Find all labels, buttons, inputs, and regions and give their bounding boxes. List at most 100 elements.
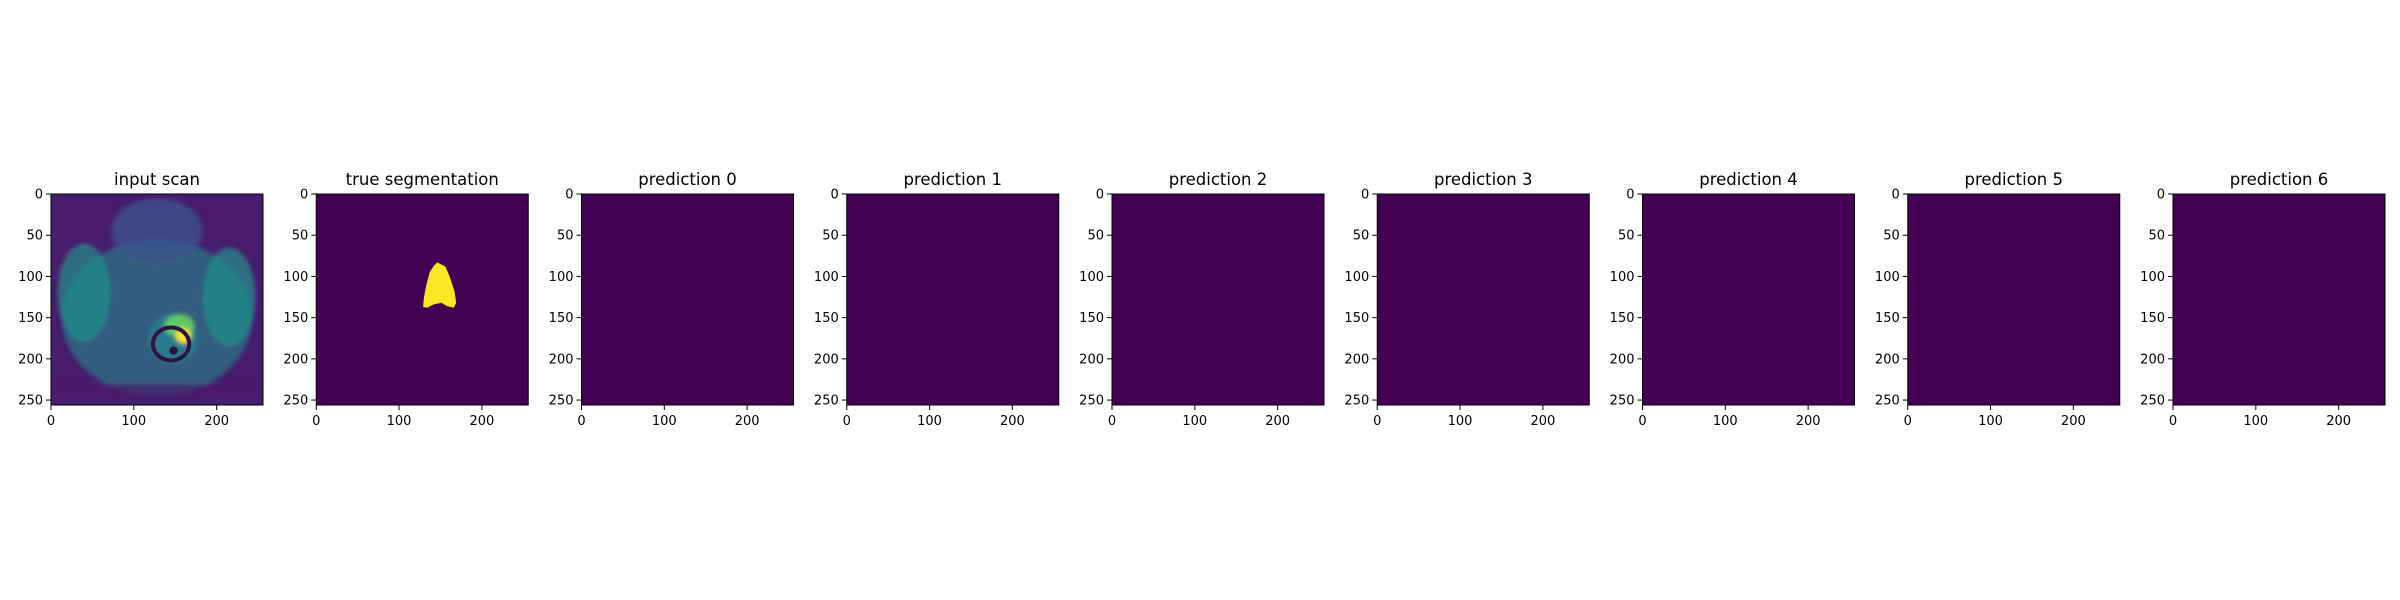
panel-prediction-4: prediction 4 0 100 200 0 50 100 150 200 250 — [1610, 170, 1855, 429]
y-tick-label: 100 — [18, 270, 43, 285]
y-tick-label: 0 — [1891, 188, 1899, 203]
panel-title: prediction 5 — [1964, 170, 2063, 189]
y-tick-label: 200 — [1610, 352, 1635, 367]
image-background — [316, 194, 529, 405]
panel-prediction-2: prediction 2 0 100 200 0 50 100 150 200 250 — [1079, 170, 1325, 429]
y-tick-label: 150 — [814, 311, 839, 326]
y-tick-label: 250 — [283, 394, 308, 409]
y-tick-label: 150 — [549, 311, 574, 326]
x-tick-label: 100 — [387, 414, 412, 429]
y-tick-label: 100 — [283, 270, 308, 285]
y-tick-label: 100 — [549, 270, 574, 285]
y-tick-label: 200 — [283, 352, 308, 367]
x-tick-label: 200 — [2326, 414, 2351, 429]
y-tick-label: 200 — [18, 352, 43, 367]
y-tick-label: 100 — [1344, 270, 1369, 285]
y-tick-label: 0 — [1096, 188, 1104, 203]
y-tick-label: 0 — [1626, 188, 1634, 203]
x-tick-label: 200 — [1000, 414, 1025, 429]
y-tick-label: 200 — [1875, 352, 1900, 367]
y-tick-label: 200 — [814, 352, 839, 367]
y-tick-label: 50 — [1618, 229, 1635, 244]
image-background — [1377, 194, 1590, 405]
x-tick-label: 200 — [1530, 414, 1555, 429]
panel-title: prediction 1 — [903, 170, 1002, 189]
y-tick-label: 0 — [830, 188, 838, 203]
y-tick-label: 150 — [283, 311, 308, 326]
axes-frame — [315, 193, 529, 406]
y-tick-label: 100 — [2140, 270, 2165, 285]
y-tick-label: 50 — [2148, 229, 2165, 244]
y-tick-label: 250 — [1610, 394, 1635, 409]
y-tick-label: 50 — [1353, 229, 1370, 244]
y-tick-label: 200 — [2140, 352, 2165, 367]
x-tick-label: 0 — [577, 414, 585, 429]
x-tick-label: 100 — [2243, 414, 2268, 429]
panel-prediction-5: prediction 5 0 100 200 0 50 100 150 200 250 — [1875, 170, 2121, 429]
y-tick-label: 100 — [1875, 270, 1900, 285]
y-tick-label: 150 — [1875, 311, 1900, 326]
x-tick-label: 0 — [1904, 414, 1912, 429]
axes-frame — [2172, 193, 2386, 406]
x-tick-label: 100 — [1978, 414, 2003, 429]
y-tick-label: 150 — [18, 311, 43, 326]
y-tick-label: 150 — [1610, 311, 1635, 326]
y-tick-label: 200 — [1079, 352, 1104, 367]
panel-title: prediction 0 — [638, 170, 737, 189]
axes-frame — [846, 193, 1060, 406]
y-tick-label: 100 — [1610, 270, 1635, 285]
x-tick-label: 200 — [1265, 414, 1290, 429]
image-background — [1112, 194, 1324, 405]
x-tick-label: 100 — [1713, 414, 1738, 429]
panel-title: prediction 2 — [1169, 170, 1268, 189]
y-tick-label: 0 — [2157, 188, 2165, 203]
axes-frame — [581, 193, 794, 406]
panel-title: input scan — [114, 170, 200, 189]
y-tick-label: 250 — [2140, 394, 2165, 409]
x-tick-label: 100 — [652, 414, 677, 429]
y-tick-label: 250 — [1875, 394, 1900, 409]
y-tick-label: 50 — [26, 229, 43, 244]
y-tick-label: 50 — [292, 229, 309, 244]
x-tick-label: 0 — [47, 414, 55, 429]
y-tick-label: 50 — [822, 229, 839, 244]
axes-frame — [1907, 193, 2121, 406]
image-background — [2173, 194, 2385, 405]
axes-frame — [1642, 193, 1855, 406]
y-tick-label: 0 — [35, 188, 43, 203]
x-tick-label: 200 — [1796, 414, 1821, 429]
panel-title: prediction 3 — [1434, 170, 1533, 189]
panel-prediction-0: prediction 0 0 100 200 0 50 100 150 200 250 — [549, 170, 794, 429]
y-tick-label: 100 — [814, 270, 839, 285]
panel-prediction-1: prediction 1 0 100 200 0 50 100 150 200 250 — [814, 170, 1060, 429]
panel-title: prediction 6 — [2230, 170, 2329, 189]
scan-image — [51, 194, 263, 405]
y-tick-label: 250 — [18, 394, 43, 409]
image-background — [846, 194, 1059, 405]
y-tick-label: 250 — [549, 394, 574, 409]
axes-frame — [1376, 193, 1590, 406]
segmentation-mask — [423, 262, 457, 308]
x-tick-label: 200 — [2061, 414, 2086, 429]
y-tick-label: 50 — [1087, 229, 1104, 244]
panel-title: true segmentation — [346, 170, 499, 189]
panel-true-segmentation: true segmentation 0 100 200 0 50 100 150 200 250 — [283, 170, 529, 429]
y-tick-label: 250 — [814, 394, 839, 409]
x-tick-label: 100 — [121, 414, 146, 429]
image-background — [581, 194, 794, 405]
image-background — [1907, 194, 2120, 405]
x-tick-label: 100 — [917, 414, 942, 429]
y-tick-label: 0 — [1361, 188, 1369, 203]
y-tick-label: 150 — [1344, 311, 1369, 326]
y-tick-label: 50 — [557, 229, 574, 244]
axes-frame — [50, 193, 264, 406]
x-tick-label: 0 — [1108, 414, 1116, 429]
panel-title: prediction 4 — [1699, 170, 1798, 189]
panels: input scan 0 100 200 0 50 100 150 200 250 true seg… — [18, 170, 2386, 429]
axes-frame — [1111, 193, 1325, 406]
y-tick-label: 200 — [1344, 352, 1369, 367]
x-tick-label: 0 — [1373, 414, 1381, 429]
y-tick-label: 50 — [1883, 229, 1900, 244]
x-tick-label: 200 — [204, 414, 229, 429]
